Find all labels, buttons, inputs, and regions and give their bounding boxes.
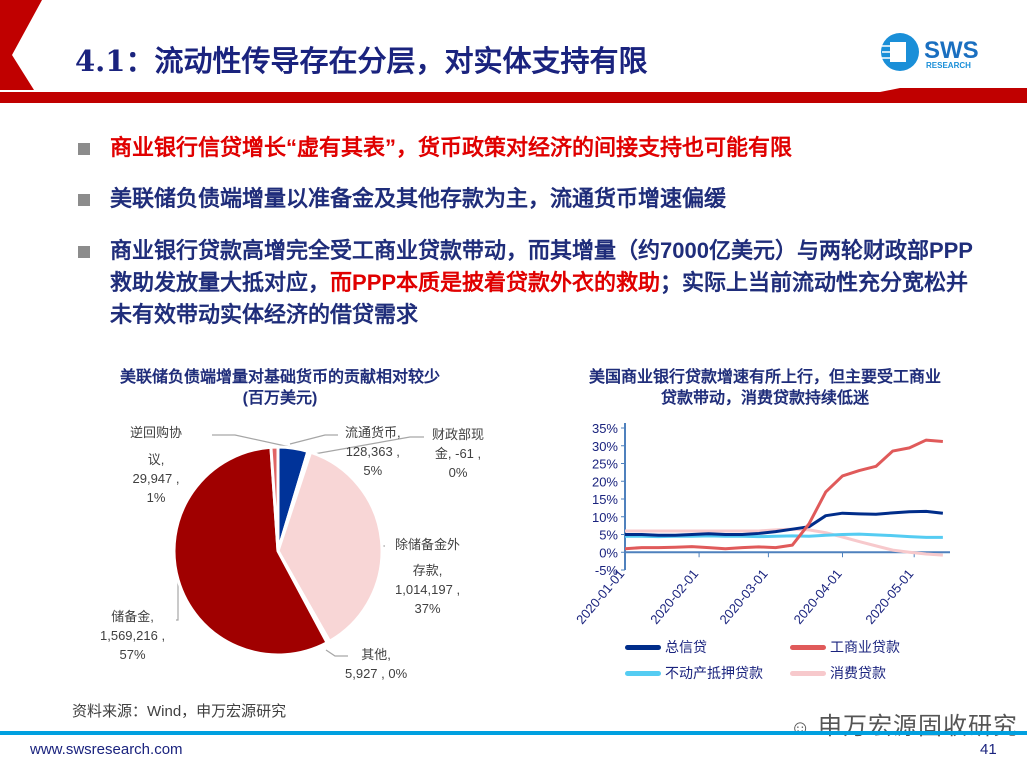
svg-text:SWS: SWS	[924, 37, 979, 64]
x-tick-label: 2020-05-01	[862, 566, 916, 627]
header-decoration	[0, 0, 1027, 103]
bullet-marker	[78, 246, 90, 258]
source-note: 资料来源：Wind，申万宏源研究	[72, 703, 287, 720]
x-tick-label: 2020-02-01	[647, 566, 701, 627]
line-chart: 35%30%25%20%15%10%5%0%-5%2020-01-01 2020-…	[573, 421, 950, 627]
wechat-icon: ☺	[790, 717, 818, 739]
pie-slice	[172, 445, 330, 657]
pie-slice	[269, 445, 280, 552]
legend-swatch	[790, 644, 826, 650]
series-line-1	[624, 438, 943, 551]
y-tick-label: 5%	[599, 528, 618, 543]
website-link[interactable]: www.swsresearch.com	[30, 741, 183, 758]
pie-label-reverse-repo: 逆回购协 议, 29,947 , 1%	[130, 425, 183, 505]
legend-consumer: 消费贷款	[790, 663, 886, 683]
y-tick-label: 30%	[592, 439, 618, 454]
y-tick-label: 0%	[599, 545, 618, 560]
bullet-1: 商业银行信贷增长“虚有其表”，货币政策对经济的间接支持也可能有限	[78, 132, 988, 164]
y-tick-label: 15%	[592, 492, 618, 507]
bullet-3: 商业银行贷款高增完全受工商业贷款带动，而其增量（约7000亿美元）与两轮财政部P…	[78, 235, 988, 331]
leader-line	[313, 436, 424, 455]
series-line-3	[625, 527, 943, 557]
pie-chart	[172, 434, 424, 657]
legend-swatch	[625, 644, 661, 650]
pie-label-reserves: 储备金, 1,569,216 , 57%	[100, 609, 166, 662]
y-tick-label: -5%	[595, 563, 619, 578]
bullet-2: 美联储负债端增量以准备金及其他存款为主，流通货币增速偏缓	[78, 183, 988, 215]
x-tick-label: 2020-04-01	[791, 566, 845, 627]
watermark: ☺ 申万宏源固收研究	[790, 713, 1018, 740]
page-number: 41	[980, 741, 997, 758]
x-tick-label: 2020-03-01	[716, 566, 770, 627]
legend-ci-loans: 工商业贷款	[790, 637, 900, 657]
leader-line	[176, 573, 179, 621]
pie-chart-title: 美联储负债端增量对基础货币的贡献相对较少 (百万美元)	[119, 369, 440, 407]
y-tick-label: 35%	[592, 421, 618, 436]
y-tick-label: 25%	[592, 457, 618, 472]
pie-label-treasury: 财政部现 金, -61 , 0%	[432, 427, 485, 480]
svg-text:RESEARCH: RESEARCH	[926, 61, 971, 70]
bullet-marker	[78, 194, 90, 206]
leader-line	[212, 434, 291, 448]
y-tick-label: 20%	[592, 474, 618, 489]
leader-line	[289, 434, 338, 445]
y-tick-label: 10%	[592, 510, 618, 525]
footer-divider	[0, 731, 1027, 735]
line-chart-title: 美国商业银行贷款增速有所上行，但主要受工商业 贷款带动，消费贷款持续低迷	[588, 369, 941, 407]
sws-logo: SWS RESEARCH	[880, 28, 990, 76]
legend-mortgage: 不动产抵押贷款	[625, 663, 763, 683]
pie-label-currency: 流通货币, 128,363 , 5%	[345, 425, 401, 478]
series-line-0	[625, 509, 944, 537]
page-title: 4.1：流动性传导存在分层，对实体支持有限	[75, 44, 648, 78]
bullet-marker	[78, 143, 90, 155]
legend-swatch	[625, 670, 661, 676]
pie-label-other: 其他, 5,927 , 0%	[345, 647, 408, 681]
leader-line	[325, 649, 348, 657]
legend-total-credit: 总信贷	[625, 637, 707, 657]
pie-label-deposits: 除储备金外 存款, 1,014,197 , 37%	[395, 537, 461, 616]
legend-swatch	[790, 670, 826, 676]
